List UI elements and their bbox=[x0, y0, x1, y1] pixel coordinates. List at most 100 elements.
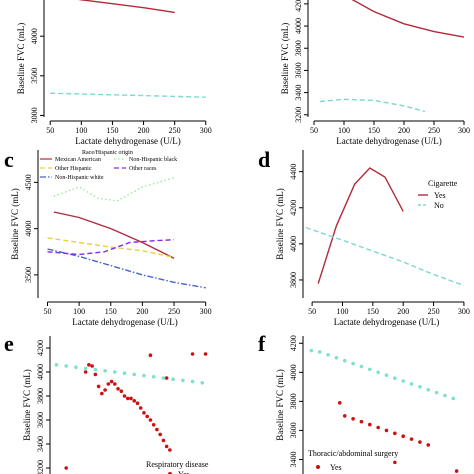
series-1-point bbox=[119, 389, 124, 394]
series-2-point bbox=[337, 401, 342, 405]
series-2-point bbox=[74, 365, 78, 370]
series-1-point bbox=[96, 384, 101, 389]
x-tick-label: 100 bbox=[336, 307, 348, 316]
series-1-point bbox=[148, 353, 153, 358]
series-line-2 bbox=[47, 237, 175, 258]
series-1-point bbox=[342, 358, 347, 363]
series-2-point bbox=[103, 369, 107, 373]
y-tick-label: 3200 bbox=[36, 460, 45, 474]
series-2-point bbox=[351, 417, 355, 421]
y-tick-label: 3500 bbox=[30, 68, 39, 84]
y-tick-label: 3200 bbox=[294, 107, 303, 123]
series-1-point bbox=[122, 394, 127, 398]
x-tick-label: 200 bbox=[397, 307, 409, 316]
series-1-point bbox=[418, 385, 422, 389]
series-2-point bbox=[83, 366, 88, 371]
series-1-point bbox=[443, 393, 447, 398]
y-tick-label: 4200 bbox=[289, 200, 298, 216]
series-1-point bbox=[309, 348, 314, 353]
series-1-point bbox=[376, 370, 380, 375]
legend-e: Respiratory diseaseYes bbox=[146, 460, 209, 474]
y-tick-label: 3800 bbox=[294, 40, 303, 56]
series-1-point bbox=[103, 388, 107, 392]
series-line-5 bbox=[47, 239, 175, 256]
panel-letter: d bbox=[258, 147, 270, 172]
legend-label: No bbox=[434, 201, 444, 210]
x-tick-label: 250 bbox=[428, 126, 440, 135]
y-axis-title: Baseline FVC (mL) bbox=[10, 188, 20, 260]
y-tick-label: 3400 bbox=[36, 436, 45, 452]
series-2-point bbox=[368, 422, 372, 427]
legend-label: Mexican American bbox=[55, 157, 101, 163]
series-1-point bbox=[83, 370, 88, 374]
series-1-point bbox=[158, 432, 162, 437]
series-1-point bbox=[351, 361, 355, 366]
series-1-point bbox=[401, 379, 406, 383]
series-1-point bbox=[368, 367, 372, 372]
x-tick-label: 100 bbox=[73, 307, 85, 316]
panel-e: 3200 3400 3600 3800 4000 4200 Baseline FVC (mL… bbox=[4, 331, 208, 474]
x-tick-label: 300 bbox=[200, 307, 212, 316]
x-tick-label: 300 bbox=[458, 307, 470, 316]
x-tick-label: 150 bbox=[367, 307, 379, 316]
series-1-point bbox=[451, 396, 456, 401]
legend-label: Yes bbox=[434, 191, 446, 200]
y-axis-title: Baseline FVC (mL) bbox=[16, 23, 26, 95]
y-tick-label: 3600 bbox=[294, 62, 303, 78]
series-1-point bbox=[359, 364, 364, 369]
legend-label: Non-Hispanic white bbox=[55, 175, 104, 181]
series-1-point bbox=[190, 352, 195, 356]
series-2-point bbox=[393, 460, 397, 465]
plot-area bbox=[309, 348, 459, 473]
legend-label: Yes bbox=[330, 463, 342, 472]
y-tick-label: 4400 bbox=[289, 164, 298, 180]
series-2-point bbox=[454, 469, 459, 473]
y-tick-label: 3600 bbox=[36, 412, 45, 428]
series-1-point bbox=[116, 387, 120, 391]
panel-c: 3500 4000 4500 Baseline FVC (mL) 50 100 150 200… bbox=[4, 147, 212, 327]
legend-title: Respiratory disease bbox=[146, 460, 209, 469]
x-tick-label: 150 bbox=[106, 126, 118, 135]
y-tick-label: 4200 bbox=[36, 340, 45, 356]
legend-title: Cigarette bbox=[428, 179, 458, 188]
series-2-point bbox=[113, 370, 117, 374]
series-2-point bbox=[393, 431, 397, 436]
x-tick-label: 100 bbox=[75, 126, 87, 135]
series-1-point bbox=[100, 391, 104, 396]
legend-label: Non-Hispanic black bbox=[129, 157, 177, 163]
legend-label: Other races bbox=[129, 166, 157, 172]
y-tick-label: 4000 bbox=[289, 364, 298, 380]
panel-b: 3200 3400 3600 3800 4000 4200 Baseline FVC (mL… bbox=[280, 0, 470, 146]
series-1-point bbox=[384, 373, 389, 378]
x-tick-label: 250 bbox=[169, 126, 181, 135]
series-1-point bbox=[106, 382, 111, 386]
y-tick-label: 4500 bbox=[24, 174, 33, 190]
x-tick-label: 200 bbox=[138, 126, 150, 135]
legend-label: Other Hispanic bbox=[55, 166, 92, 172]
y-axis-title: Baseline FVC (mL) bbox=[275, 369, 285, 441]
x-tick-label: 50 bbox=[43, 307, 51, 316]
series-2-point bbox=[181, 378, 185, 383]
y-tick-label: 3800 bbox=[289, 272, 298, 288]
y-tick-label: 3500 bbox=[24, 267, 33, 283]
series-1-point bbox=[64, 466, 68, 470]
x-tick-label: 150 bbox=[105, 307, 117, 316]
y-tick-label: 3400 bbox=[294, 85, 303, 101]
series-1-point bbox=[317, 350, 322, 354]
series-2-point bbox=[409, 437, 414, 441]
y-tick-label: 3800 bbox=[289, 393, 298, 409]
series-2-point bbox=[161, 376, 166, 380]
x-axis-title: Lactate dehydrogenase (U/L) bbox=[75, 136, 180, 146]
series-2-point bbox=[401, 434, 406, 439]
series-1-point bbox=[129, 396, 133, 401]
y-tick-label: 4000 bbox=[24, 221, 33, 237]
legend-label: Yes bbox=[178, 470, 190, 474]
series-1-point bbox=[151, 423, 156, 427]
plot-area bbox=[47, 177, 206, 289]
series-1-point bbox=[90, 364, 94, 368]
series-2-point bbox=[132, 372, 137, 377]
series-2-point bbox=[376, 425, 380, 430]
series-1-point bbox=[142, 411, 146, 415]
series-2-point bbox=[342, 414, 347, 418]
